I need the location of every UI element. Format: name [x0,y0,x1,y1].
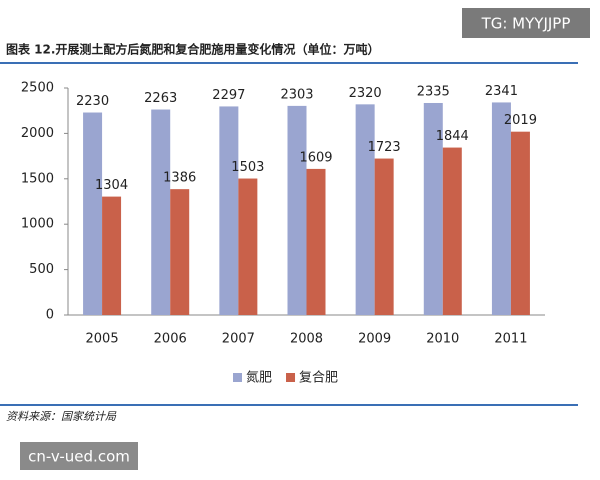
source: 资料来源：国家统计局 [6,410,117,423]
bar [442,147,462,315]
y-tick-label: 2000 [21,126,54,141]
watermark: cn-v-ued.com [28,448,130,466]
data-label: 1609 [299,150,332,165]
data-label: 2263 [144,91,177,106]
bar [102,196,122,315]
legend-label: 氮肥 [246,371,272,386]
legend-label: 复合肥 [299,371,338,386]
x-tick-label: 2007 [222,332,255,347]
bar [151,109,171,316]
data-label: 1844 [436,129,469,144]
watermark: TG: MYYJJPP [481,15,571,33]
bar [287,105,307,315]
legend-swatch [286,373,296,382]
watermark-box [462,8,590,38]
data-label: 1723 [368,140,401,155]
data-label: 2297 [212,88,245,103]
data-label: 1386 [163,171,196,186]
bar [83,112,103,316]
y-tick-label: 2500 [21,81,54,96]
bar [170,189,190,315]
data-label: 1304 [95,178,128,193]
y-tick-label: 1000 [21,217,54,232]
y-tick-label: 1500 [21,171,54,186]
x-tick-label: 2006 [154,332,187,347]
data-label: 2341 [485,84,518,99]
x-tick-label: 2008 [290,332,323,347]
bar [219,106,239,315]
bar [238,178,258,315]
data-label: 1503 [231,160,264,175]
x-tick-label: 2009 [358,332,391,347]
bar [355,104,375,316]
bar [423,102,443,316]
bar [374,158,394,315]
y-tick-label: 0 [46,308,54,323]
watermark-box [20,442,138,470]
x-tick-label: 2010 [426,332,459,347]
y-tick-label: 500 [29,262,54,277]
bar [510,131,530,315]
bar [491,102,511,316]
data-label: 2230 [76,94,109,109]
data-label: 2335 [417,84,450,99]
x-tick-label: 2005 [86,332,119,347]
data-label: 2320 [349,86,382,101]
chart-title: 图表 12.开展测土配方后氮肥和复合肥施用量变化情况（单位：万吨） [6,42,379,57]
x-tick-label: 2011 [494,332,527,347]
bar [306,168,326,315]
legend-swatch [233,373,242,382]
data-label: 2019 [504,113,537,128]
data-label: 2303 [280,87,313,102]
